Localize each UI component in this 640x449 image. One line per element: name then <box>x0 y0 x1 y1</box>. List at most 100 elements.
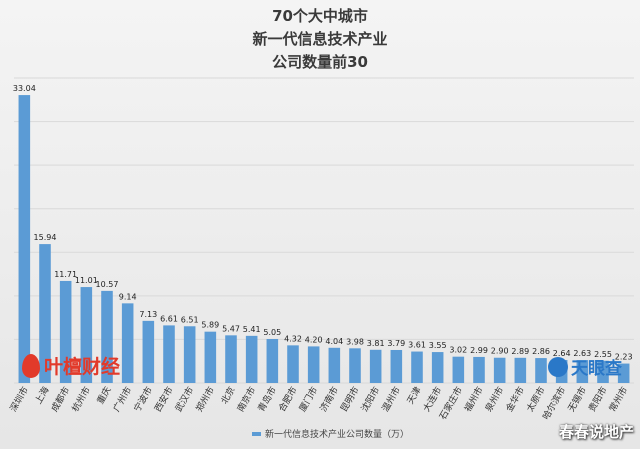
category-label: 厦门市 <box>296 385 320 414</box>
category-label: 武汉市 <box>172 385 196 414</box>
data-label: 3.79 <box>387 339 405 348</box>
data-label: 15.94 <box>34 233 57 242</box>
bar <box>473 356 485 383</box>
bar <box>245 335 258 383</box>
bar <box>369 349 382 383</box>
bar <box>39 244 51 383</box>
data-label: 3.55 <box>429 341 447 350</box>
data-label: 3.81 <box>367 339 385 348</box>
data-label: 6.61 <box>160 314 178 323</box>
chart-title-line-1: 70个大中城市 <box>272 7 368 25</box>
bar <box>535 358 547 383</box>
category-label: 郑州市 <box>193 385 217 414</box>
data-label: 5.89 <box>201 321 219 330</box>
data-label: 2.90 <box>491 347 509 356</box>
bar <box>307 346 320 383</box>
bar <box>328 347 341 383</box>
category-label: 杭州市 <box>69 385 93 414</box>
bar <box>287 345 299 383</box>
data-label: 5.47 <box>222 324 240 333</box>
data-label: 7.13 <box>139 310 157 319</box>
category-label: 上海 <box>32 385 51 407</box>
data-label: 3.02 <box>449 346 467 355</box>
bar <box>390 349 403 383</box>
legend-label: 新一代信息技术产业公司数量（万） <box>265 430 410 440</box>
data-label: 2.86 <box>532 347 550 356</box>
category-label: 金华市 <box>503 385 527 414</box>
category-label: 青岛市 <box>255 385 279 414</box>
legend-swatch <box>252 431 261 436</box>
category-label: 温州市 <box>379 385 403 414</box>
data-label: 3.98 <box>346 337 364 346</box>
bar <box>18 95 31 383</box>
chart-title-line-2: 新一代信息技术产业 <box>252 30 388 48</box>
bar <box>163 325 175 383</box>
category-label: 大连市 <box>420 385 444 414</box>
bar <box>493 357 506 383</box>
bar <box>452 356 465 383</box>
bar <box>411 351 423 383</box>
data-label: 4.04 <box>325 337 343 346</box>
bar <box>204 331 217 383</box>
data-label: 5.05 <box>263 328 281 337</box>
bar <box>514 357 527 383</box>
watermark-right: 天眼查 <box>548 354 622 379</box>
chart-title-line-3: 公司数量前30 <box>272 53 368 71</box>
category-label: 重庆 <box>94 385 113 407</box>
bar <box>349 348 361 383</box>
eye-logo-icon <box>548 356 568 377</box>
category-label: 成都市 <box>48 385 72 414</box>
bar <box>142 320 155 383</box>
category-label: 北京 <box>218 385 237 407</box>
data-label: 4.32 <box>284 334 302 343</box>
data-label: 2.64 <box>553 349 571 358</box>
category-label: 昆明市 <box>338 385 362 414</box>
category-label: 沈阳市 <box>358 385 382 414</box>
bar <box>59 280 72 383</box>
category-label: 太原市 <box>524 385 548 414</box>
bar <box>617 363 630 383</box>
category-label: 宁波市 <box>131 385 155 414</box>
bar <box>183 326 196 383</box>
category-label: 天津 <box>405 385 424 406</box>
bar <box>597 360 609 383</box>
category-label: 贵阳市 <box>586 385 610 414</box>
data-label: 33.04 <box>13 84 36 93</box>
category-label: 常州市 <box>606 385 630 414</box>
bar <box>431 352 444 383</box>
bar <box>576 360 589 383</box>
data-label: 4.20 <box>305 335 323 344</box>
flame-logo-icon <box>22 353 40 378</box>
category-label: 西安市 <box>152 385 176 414</box>
bar <box>80 287 93 383</box>
data-label: 2.89 <box>511 347 529 356</box>
data-label: 11.71 <box>54 270 77 279</box>
category-label: 福州市 <box>462 385 486 414</box>
category-label: 合肥市 <box>276 385 300 414</box>
category-label: 泉州市 <box>482 384 506 413</box>
bar <box>101 290 113 383</box>
data-label: 10.57 <box>96 280 119 289</box>
category-label: 南京市 <box>234 385 258 414</box>
bar <box>225 335 237 383</box>
data-label: 6.51 <box>181 315 199 324</box>
chart-legend: 新一代信息技术产业公司数量（万） <box>252 427 409 440</box>
bar <box>266 338 279 383</box>
category-label: 无锡市 <box>565 385 589 414</box>
data-label: 2.99 <box>470 346 488 355</box>
data-label: 3.61 <box>408 341 426 350</box>
data-label: 2.23 <box>615 353 633 362</box>
bar <box>121 303 134 383</box>
watermark-left-text: 叶檀财经 <box>44 356 121 378</box>
watermark-left: 叶檀财经 <box>22 352 120 379</box>
data-label: 11.01 <box>75 276 98 285</box>
data-label: 9.14 <box>119 292 137 301</box>
category-label: 深圳市 <box>7 385 31 414</box>
category-label: 济南市 <box>317 385 341 414</box>
source-credit: 春春说地产 <box>558 423 634 441</box>
data-label: 5.41 <box>243 325 261 334</box>
data-label: 2.55 <box>594 350 612 359</box>
data-label: 2.63 <box>573 349 591 358</box>
category-label: 广州市 <box>110 385 134 414</box>
